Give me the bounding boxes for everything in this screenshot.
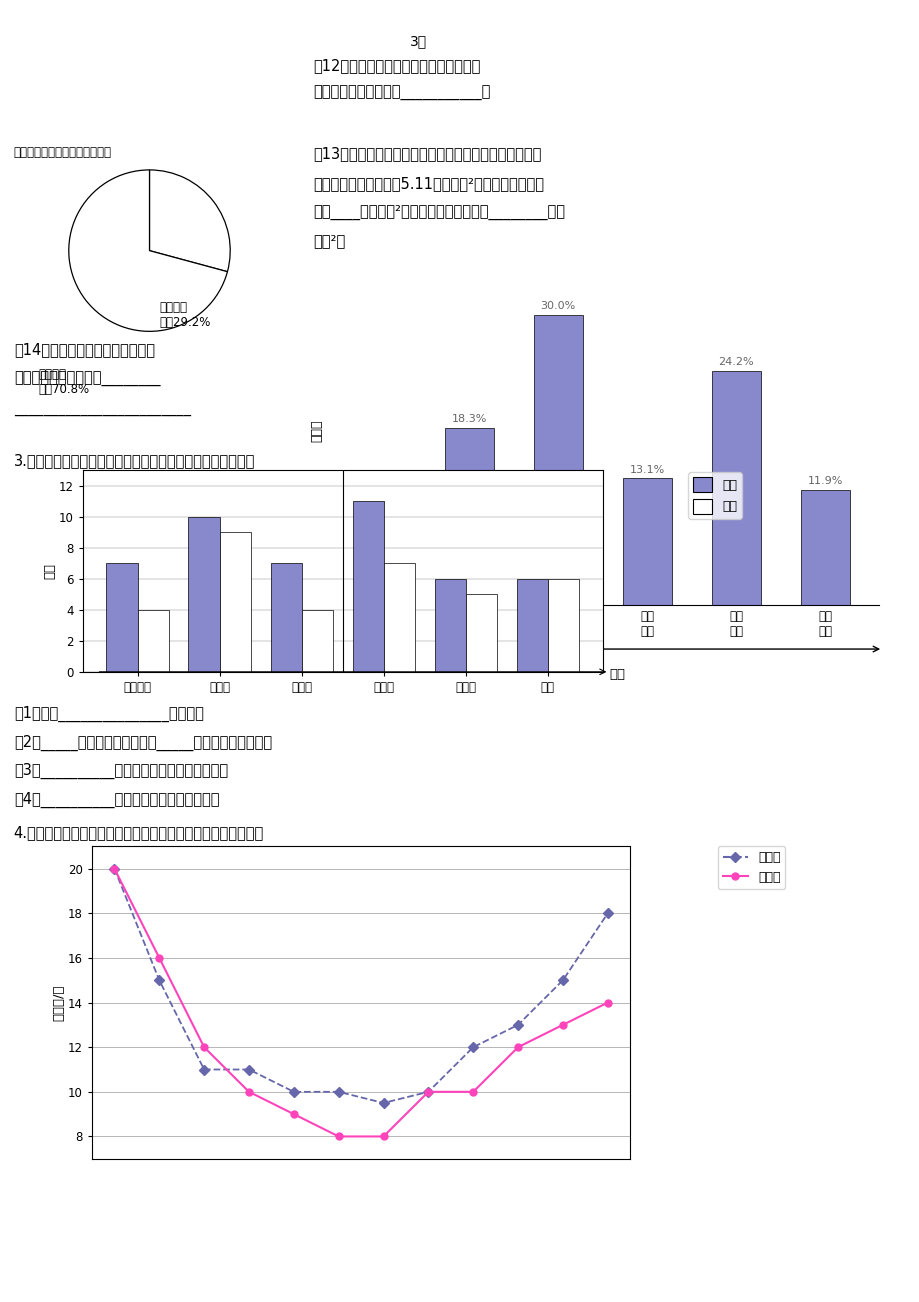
Text: （3）__________项目的人数两个班是一样多；: （3）__________项目的人数两个班是一样多； — [14, 763, 228, 779]
Text: 3.如图是某校两个班的同学在一次体育课的活动项目统计图：: 3.如图是某校两个班的同学在一次体育课的活动项目统计图： — [14, 453, 255, 469]
Bar — [220, 533, 251, 672]
Bar — [383, 564, 414, 672]
Text: 4.如图是某城市甲、乙两家商店某年各月销售电视机的折线图：: 4.如图是某城市甲、乙两家商店某年各月销售电视机的折线图： — [14, 825, 264, 841]
Bar — [547, 578, 578, 672]
Bar — [533, 315, 582, 605]
Bar — [465, 594, 496, 672]
Bar — [800, 490, 849, 605]
Bar — [622, 478, 671, 605]
Text: （4）__________项目的人数两个班都较少。: （4）__________项目的人数两个班都较少。 — [14, 792, 219, 807]
Bar — [188, 517, 220, 672]
Text: ________________________: ________________________ — [14, 401, 190, 417]
Text: 形统计图中，我们可以________: 形统计图中，我们可以________ — [14, 372, 160, 388]
Text: 3。: 3。 — [410, 34, 426, 48]
Text: 2.5%: 2.5% — [366, 568, 393, 577]
Text: 24.2%: 24.2% — [718, 357, 754, 367]
Text: 千米²。: 千米²。 — [312, 233, 345, 249]
Text: 约为____亿万千米²，地球的陆地面积约为________亿万: 约为____亿万千米²，地球的陆地面积约为________亿万 — [312, 204, 564, 220]
Text: （1）这是_______________统计图；: （1）这是_______________统计图； — [14, 706, 203, 721]
Bar — [355, 581, 404, 605]
Text: 体，圆内每个扇形表示___________：: 体，圆内每个扇形表示___________： — [312, 86, 490, 102]
Bar — [107, 564, 138, 672]
Legend: 甲班, 乙班: 甲班, 乙班 — [687, 473, 741, 519]
Wedge shape — [69, 171, 227, 331]
Bar — [434, 578, 465, 672]
Text: 18.3%: 18.3% — [451, 414, 486, 424]
Bar — [138, 609, 168, 672]
Text: 已知地球的表面积约为5.11亿万千米²，则地球的海洋面: 已知地球的表面积约为5.11亿万千米²，则地球的海洋面 — [312, 176, 543, 191]
Bar — [301, 609, 333, 672]
Bar — [516, 578, 547, 672]
Text: 11.9%: 11.9% — [807, 477, 842, 486]
Wedge shape — [149, 171, 230, 272]
Text: （13）如左下图是地球上海洋、陆地面积的扇形统计图。: （13）如左下图是地球上海洋、陆地面积的扇形统计图。 — [312, 146, 540, 161]
Text: （12）在扇形统计图中，整个圆面表示总: （12）在扇形统计图中，整个圆面表示总 — [312, 59, 480, 74]
Text: 30.0%: 30.0% — [539, 301, 575, 311]
Bar — [352, 501, 383, 672]
Bar — [270, 564, 301, 672]
Text: （2）_____班踢足球的人数多，_____班打排球的人数多；: （2）_____班踢足球的人数多，_____班打排球的人数多； — [14, 734, 272, 750]
Text: （14）扇形统计图的作用是：从扇: （14）扇形统计图的作用是：从扇 — [14, 342, 154, 358]
Text: 地球上海洋、陆地面积的统计图: 地球上海洋、陆地面积的统计图 — [14, 146, 112, 159]
Legend: 甲商店, 乙商店: 甲商店, 乙商店 — [717, 846, 785, 888]
Y-axis label: 百分比: 百分比 — [311, 419, 323, 443]
Y-axis label: 人数: 人数 — [43, 562, 56, 579]
Text: 陆地面积
约占29.2%: 陆地面积 约占29.2% — [159, 301, 210, 329]
Bar — [711, 371, 760, 605]
Text: 海洋面积
约占70.8%: 海洋面积 约占70.8% — [39, 367, 89, 396]
Bar — [444, 428, 493, 605]
Text: 13.1%: 13.1% — [629, 465, 664, 474]
Y-axis label: 销售量/台: 销售量/台 — [52, 984, 65, 1021]
Text: 项目: 项目 — [608, 668, 624, 681]
